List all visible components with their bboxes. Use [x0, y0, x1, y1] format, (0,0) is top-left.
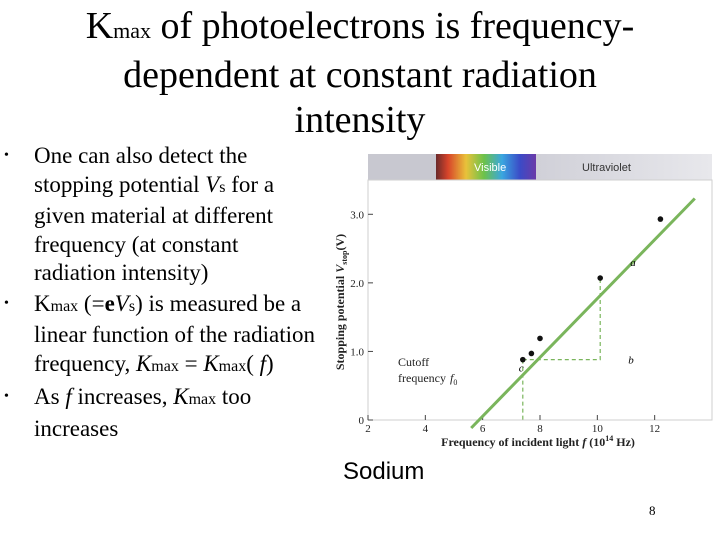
bullet-1-v-sub: s: [219, 178, 226, 196]
label-a: a: [630, 257, 636, 269]
bullet-2-eq: =: [178, 350, 204, 376]
data-point: [528, 350, 535, 357]
y-tick-label: 2.0: [350, 278, 364, 290]
bullet-2-k3-sub: max: [218, 357, 247, 375]
guide-lines: [522, 278, 601, 420]
title-k: K: [85, 5, 114, 47]
fit-line: [470, 197, 696, 430]
bullet-2-k3: K: [203, 350, 219, 376]
bullet-3-text-c: too increases: [34, 384, 252, 441]
bullet-3-f: f: [65, 384, 72, 409]
cutoff-label-line1: Cutoff: [398, 355, 429, 369]
title-line1-rest: of photoelectrons is frequency-: [151, 5, 635, 47]
guide-triangle: [522, 278, 601, 361]
bullet-dot-icon: •: [4, 148, 9, 163]
bullet-item: • One can also detect the stopping potent…: [4, 142, 316, 288]
bullet-1-v: V: [205, 171, 220, 197]
y-tick-label: 1.0: [350, 346, 364, 358]
figure-caption: Sodium: [343, 458, 425, 485]
bullet-2-paren-close: ): [266, 350, 274, 376]
data-point: [657, 216, 664, 222]
x-tick-label: 10: [592, 423, 604, 435]
x-tick-label: 12: [649, 423, 660, 435]
title-k-sub: max: [113, 18, 152, 43]
bullet-list: • One can also detect the stopping potent…: [4, 142, 316, 445]
x-tick-label: 8: [537, 423, 543, 435]
y-tick-label: 3.0: [350, 209, 364, 221]
bullet-3-k-sub: max: [188, 391, 217, 408]
uv-label: Ultraviolet: [582, 162, 631, 174]
x-tick-label: 4: [423, 423, 429, 435]
bullet-1-text-b: for a given material at different freque…: [34, 171, 275, 286]
bullet-2-k2-sub: max: [151, 357, 179, 375]
bullet-2-v: V: [114, 290, 129, 316]
bullet-3-k: K: [173, 384, 189, 409]
chart-svg: Visible Ultraviolet Stopping potential V…: [328, 152, 720, 494]
bullet-3-text-a: As: [34, 384, 66, 409]
slide-title: Kmax of photoelectrons is frequency-depe…: [30, 4, 690, 143]
bullet-dot-icon: •: [4, 389, 9, 404]
x-axis-label: Frequency of incident light f (1014 Hz): [441, 434, 635, 449]
title-line2: dependent at constant radiation: [123, 54, 597, 96]
y-axis-label: Stopping potential Vstop(V): [333, 234, 349, 370]
spectrum-uv-band: [536, 154, 712, 180]
bullet-2-k2: K: [135, 350, 152, 376]
bullet-item: • Kmax (=eVs) is measured be a linear fun…: [4, 290, 316, 382]
bullet-item: • As f increases, Kmax too increases: [4, 383, 316, 443]
bullet-2-paren-open: (: [246, 350, 260, 376]
bullet-2-mid2: ) is measured be a linear function of th…: [34, 290, 316, 376]
data-points: [520, 216, 664, 363]
bullet-2-k: K: [34, 290, 51, 316]
data-point: [520, 356, 526, 363]
cutoff-label-line2: frequency f0: [398, 371, 457, 387]
data-point: [537, 335, 543, 342]
label-c: c: [519, 363, 524, 375]
x-tick-label: 6: [480, 423, 486, 435]
label-b: b: [628, 355, 634, 367]
plot-area: [367, 179, 713, 421]
bullet-dot-icon: •: [4, 295, 9, 311]
bullet-1-text-a: One can also detect the stopping potenti…: [34, 143, 248, 197]
bullet-2-k-sub: max: [50, 297, 79, 315]
bullet-2-mid1: (=: [78, 290, 105, 316]
spectrum-ir-band: [368, 154, 436, 180]
bullet-3-text-b: increases,: [71, 384, 174, 409]
title-line3: intensity: [294, 99, 426, 141]
axis-ticks: 2 4 6 8 10 12 0 1.0 2.0 3.0: [350, 209, 660, 435]
stopping-potential-chart: Visible Ultraviolet Stopping potential V…: [328, 152, 720, 494]
bullet-2-v-sub: s: [128, 297, 136, 315]
page-number: 8: [649, 503, 656, 518]
spectrum-visible-band: [436, 154, 536, 180]
visible-label: Visible: [474, 162, 506, 174]
y-tick-label: 0: [359, 415, 365, 427]
data-point: [597, 275, 603, 281]
bullet-2-f: f: [259, 350, 267, 376]
x-tick-label: 2: [365, 423, 371, 435]
bullet-2-e: e: [104, 290, 115, 316]
